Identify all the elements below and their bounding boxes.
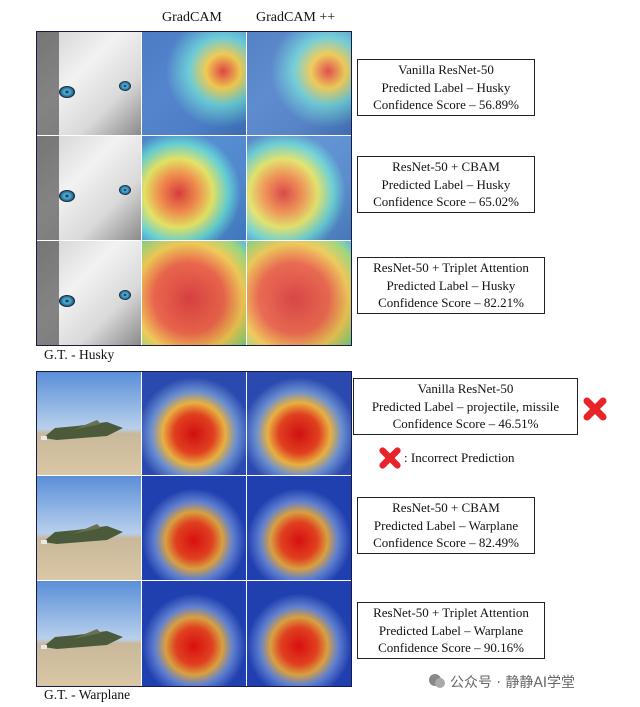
husky-gradcam-row1 [142, 32, 246, 135]
husky-result-box-2: ResNet-50 + CBAM Predicted Label – Husky… [357, 156, 535, 213]
husky-gradcampp-row1 [247, 32, 351, 135]
warplane-gradcam-row1 [142, 372, 246, 475]
confidence-score: Confidence Score – 46.51% [392, 416, 539, 431]
warplane-result-box-3: ResNet-50 + Triplet Attention Predicted … [357, 602, 545, 659]
husky-original-row1 [37, 32, 141, 135]
confidence-score: Confidence Score – 65.02% [373, 194, 519, 209]
husky-gradcam-row2 [142, 136, 246, 240]
confidence-score: Confidence Score – 90.16% [378, 640, 524, 655]
warplane-gradcam-row3 [142, 581, 246, 686]
warplane-gradcampp-row2 [247, 476, 351, 580]
warplane-image-grid [36, 371, 352, 687]
warplane-original-row2 [37, 476, 141, 580]
husky-original-row3 [37, 241, 141, 345]
husky-gradcam-row3 [142, 241, 246, 345]
confidence-score: Confidence Score – 82.21% [378, 295, 524, 310]
model-name: ResNet-50 + CBAM [392, 159, 500, 174]
model-name: ResNet-50 + CBAM [392, 500, 500, 515]
predicted-label: Predicted Label – Husky [381, 176, 511, 192]
wechat-icon [428, 672, 446, 690]
husky-result-box-1: Vanilla ResNet-50 Predicted Label – Husk… [357, 59, 535, 116]
warplane-ground-truth-label: G.T. - Warplane [44, 687, 131, 702]
header-gradcampp: GradCAM ++ [256, 10, 336, 25]
predicted-label: Predicted Label – Husky [381, 79, 511, 95]
predicted-label: Predicted Label – projectile, missile [371, 398, 560, 414]
warplane-gradcampp-row3 [247, 581, 351, 686]
warplane-gradcam-row2 [142, 476, 246, 580]
warplane-result-box-1: Vanilla ResNet-50 Predicted Label – proj… [353, 378, 578, 435]
warplane-result-box-2: ResNet-50 + CBAM Predicted Label – Warpl… [357, 497, 535, 554]
model-name: ResNet-50 + Triplet Attention [373, 260, 529, 275]
model-name: Vanilla ResNet-50 [398, 62, 494, 77]
confidence-score: Confidence Score – 56.89% [373, 97, 519, 112]
husky-gradcampp-row2 [247, 136, 351, 240]
husky-ground-truth-label: G.T. - Husky [44, 347, 115, 362]
legend-x-icon [378, 446, 402, 470]
warplane-original-row3 [37, 581, 141, 686]
husky-image-grid [36, 31, 352, 346]
legend-incorrect-prediction: : Incorrect Prediction [404, 450, 515, 465]
confidence-score: Confidence Score – 82.49% [373, 535, 519, 550]
husky-result-box-3: ResNet-50 + Triplet Attention Predicted … [357, 257, 545, 314]
warplane-original-row1 [37, 372, 141, 475]
predicted-label: Predicted Label – Warplane [378, 622, 524, 638]
model-name: ResNet-50 + Triplet Attention [373, 605, 529, 620]
predicted-label: Predicted Label – Warplane [373, 517, 519, 533]
husky-original-row2 [37, 136, 141, 240]
warplane-gradcampp-row1 [247, 372, 351, 475]
model-name: Vanilla ResNet-50 [417, 381, 514, 396]
husky-gradcampp-row3 [247, 241, 351, 345]
predicted-label: Predicted Label – Husky [386, 277, 516, 293]
watermark-text: 公众号 · 静静AI学堂 [450, 675, 576, 691]
incorrect-prediction-x-icon [582, 396, 608, 422]
header-gradcam: GradCAM [162, 10, 222, 25]
